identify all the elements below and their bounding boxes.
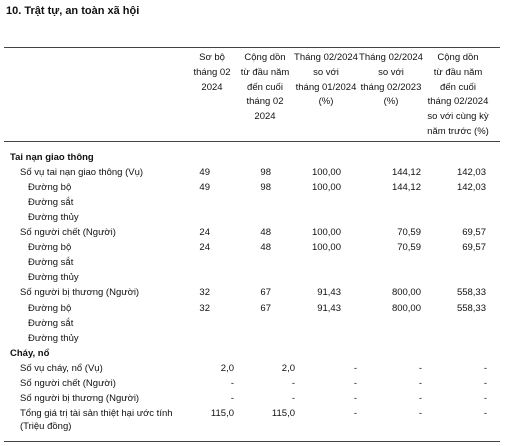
- column-header: đến cuối: [247, 81, 283, 93]
- cell-value: 144,12: [391, 182, 421, 194]
- column-header: (%): [318, 96, 334, 108]
- cell-value: 24: [199, 242, 210, 254]
- rule: [4, 47, 500, 48]
- cell-value: -: [291, 377, 295, 389]
- column-header: tháng 02: [193, 66, 231, 78]
- row-label: Đường bộ: [28, 242, 72, 254]
- column-header: 2024: [201, 81, 223, 93]
- cell-value: 70,59: [397, 227, 421, 239]
- cell-value: 49: [199, 182, 210, 194]
- row-label: Đường sắt: [28, 197, 74, 209]
- cell-value: 144,12: [391, 167, 421, 179]
- column-header: (%): [383, 96, 399, 108]
- row-label: Đường sắt: [28, 317, 74, 329]
- cell-value: 69,57: [462, 242, 486, 254]
- cell-value: 100,00: [311, 167, 341, 179]
- cell-value: 558,33: [456, 302, 486, 314]
- cell-value: -: [418, 392, 422, 404]
- cell-value: 98: [260, 167, 271, 179]
- cell-value: 24: [199, 227, 210, 239]
- row-label: Đường bộ: [28, 302, 72, 314]
- cell-value: 69,57: [462, 227, 486, 239]
- cell-value: 800,00: [391, 287, 421, 299]
- row-label: Đường sắt: [28, 257, 74, 269]
- column-header: Cộng dồn: [437, 52, 479, 63]
- row-label: Đường thủy: [28, 332, 79, 344]
- cell-value: -: [483, 362, 487, 374]
- column-header: Tháng 02/2024: [294, 52, 358, 63]
- cell-value: 98: [260, 182, 271, 194]
- cell-value: 100,00: [311, 227, 341, 239]
- cell-value: -: [353, 362, 357, 374]
- row-label: Số vụ tai nạn giao thông (Vụ): [20, 167, 144, 179]
- section-title: Tai nạn giao thông: [10, 152, 94, 163]
- cell-value: 115,0: [271, 407, 295, 419]
- column-header: từ đầu năm: [433, 66, 483, 78]
- column-header: từ đầu năm: [240, 66, 290, 78]
- row-label: Đường thủy: [28, 272, 79, 284]
- rule: [4, 441, 500, 442]
- cell-value: 100,00: [311, 242, 341, 254]
- row-label: Số người chết (Người): [20, 377, 116, 389]
- cell-value: -: [353, 392, 357, 404]
- column-header: so với: [378, 66, 404, 78]
- cell-value: -: [418, 377, 422, 389]
- cell-value: -: [291, 392, 295, 404]
- row-label: Tổng giá trị tài sản thiệt hại ước tính: [20, 407, 173, 419]
- cell-value: -: [483, 392, 487, 404]
- column-header: tháng 02: [246, 96, 284, 108]
- cell-value: 2,0: [220, 362, 234, 374]
- title: 10. Trật tự, an toàn xã hội: [6, 5, 140, 17]
- column-header: tháng 02/2023: [360, 81, 422, 93]
- cell-value: 67: [260, 302, 271, 314]
- cell-value: 70,59: [397, 242, 421, 254]
- cell-value: -: [483, 377, 487, 389]
- column-header: Tháng 02/2024: [359, 52, 423, 63]
- cell-value: 48: [260, 227, 271, 239]
- column-header: so với: [313, 66, 339, 78]
- row-label: Đường bộ: [28, 182, 72, 194]
- column-header: tháng 01/2024: [295, 81, 357, 93]
- row-label: Đường thủy: [28, 212, 79, 224]
- cell-value: 100,00: [311, 182, 341, 194]
- column-header: 2024: [254, 111, 276, 123]
- section-title: Cháy, nổ: [10, 347, 50, 359]
- cell-value: 142,03: [456, 182, 486, 194]
- cell-value: 67: [260, 287, 271, 299]
- cell-value: 558,33: [456, 287, 486, 299]
- row-label: (Triệu đồng): [20, 420, 72, 432]
- cell-value: 800,00: [391, 302, 421, 314]
- rule: [4, 141, 500, 142]
- cell-value: 32: [199, 287, 210, 299]
- column-header: so với cùng kỳ: [427, 111, 489, 123]
- cell-value: 115,0: [210, 407, 234, 419]
- column-header: năm trước (%): [427, 126, 489, 137]
- column-header: Sơ bộ: [199, 52, 225, 63]
- row-label: Số vụ cháy, nổ (Vụ): [20, 362, 103, 374]
- cell-value: -: [353, 407, 357, 419]
- cell-value: -: [418, 362, 422, 374]
- column-header: Cộng dồn: [244, 52, 286, 63]
- cell-value: -: [418, 407, 422, 419]
- cell-value: -: [230, 377, 234, 389]
- cell-value: -: [230, 392, 234, 404]
- cell-value: 49: [199, 167, 210, 179]
- cell-value: 142,03: [456, 167, 486, 179]
- cell-value: 2,0: [281, 362, 295, 374]
- cell-value: -: [483, 407, 487, 419]
- column-header: tháng 02/2024: [427, 96, 489, 108]
- row-label: Số người bị thương (Người): [20, 392, 140, 404]
- cell-value: 91,43: [317, 287, 341, 299]
- row-label: Số người chết (Người): [20, 227, 116, 239]
- column-header: đến cuối: [440, 81, 476, 93]
- cell-value: 32: [199, 302, 210, 314]
- row-label: Số người bị thương (Người): [20, 287, 140, 299]
- cell-value: 91,43: [317, 302, 341, 314]
- cell-value: -: [353, 377, 357, 389]
- cell-value: 48: [260, 242, 271, 254]
